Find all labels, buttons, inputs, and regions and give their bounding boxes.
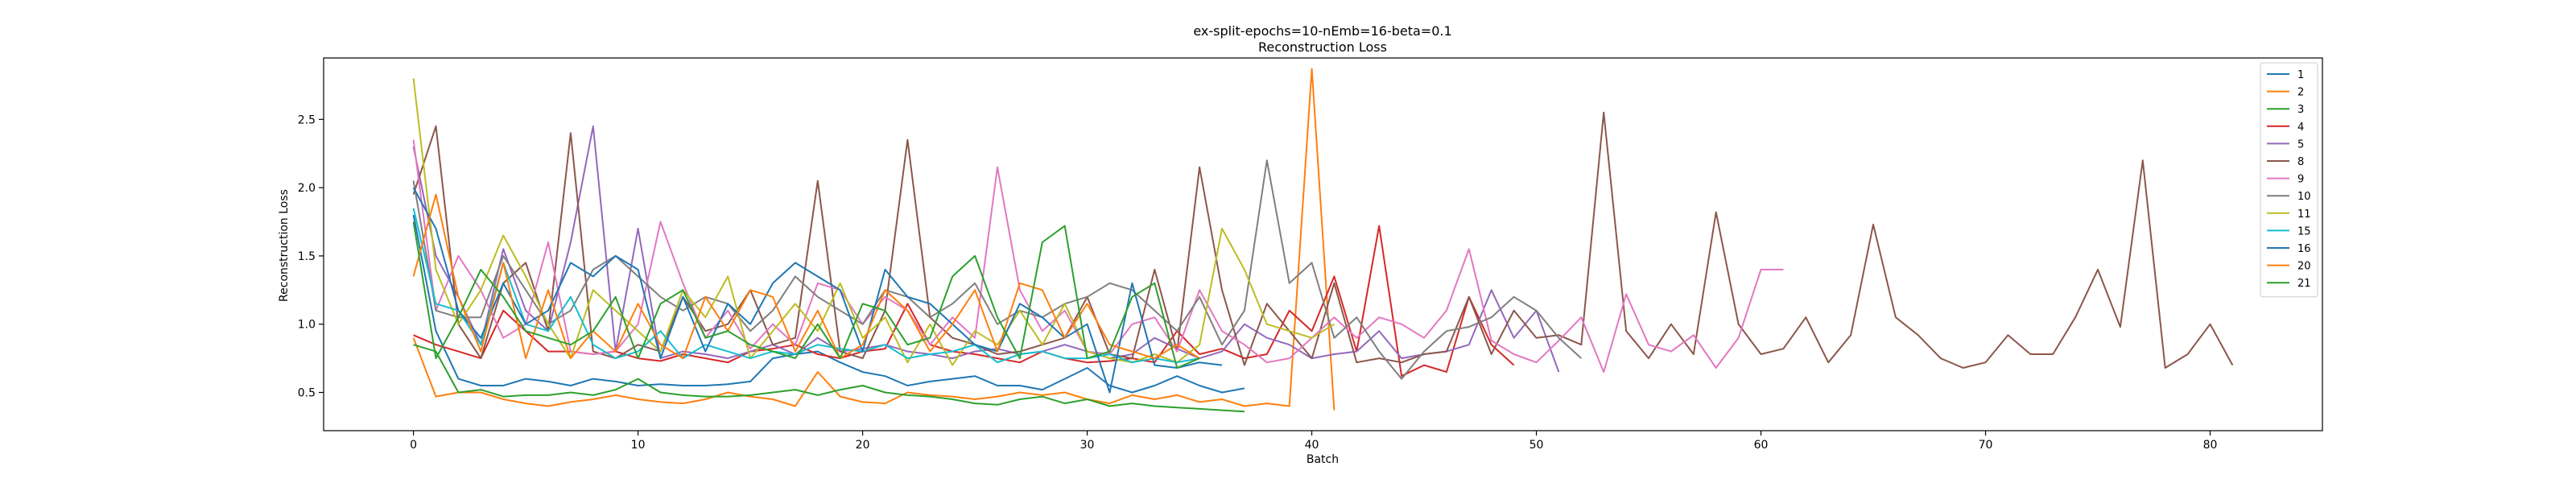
- legend-label-20: 20: [2297, 261, 2311, 273]
- plot-area: [323, 57, 2323, 431]
- series-line-3: [413, 344, 1245, 413]
- y-axis-label: Reconstruction Loss: [278, 189, 291, 302]
- x-tick-label: 30: [1080, 439, 1095, 452]
- y-tick-label: 2.5: [298, 114, 316, 126]
- x-tick-label: 0: [410, 439, 417, 452]
- x-tick-label: 50: [1530, 439, 1544, 452]
- x-tick-label: 70: [1979, 439, 1993, 452]
- legend-label-11: 11: [2297, 208, 2311, 221]
- legend-label-3: 3: [2297, 104, 2304, 116]
- legend: 1 2 3 4 5 8 9 10 11 15 16 20 21: [2260, 62, 2318, 298]
- x-axis: 0 10 20 30 40 50 60 70 80: [410, 431, 2217, 452]
- y-axis: 0.5 1.0 1.5 2.0 2.5: [298, 114, 324, 400]
- legend-box: [2260, 62, 2318, 298]
- series-line-11: [412, 78, 1335, 366]
- x-tick-label: 10: [631, 439, 646, 452]
- legend-label-10: 10: [2297, 191, 2311, 203]
- legend-label-5: 5: [2297, 138, 2304, 151]
- chart-title: ex-split-epochs=10-nEmb=16-beta=0.1: [1193, 23, 1451, 39]
- legend-label-4: 4: [2297, 122, 2304, 134]
- series-line-9: [412, 139, 1784, 374]
- series-line-2: [412, 68, 1335, 411]
- series-line-15: [412, 208, 1200, 364]
- chart-subtitle: Reconstruction Loss: [1258, 39, 1387, 55]
- series-line-16: [412, 187, 1223, 394]
- plot-frame: [323, 57, 2323, 431]
- legend-label-21: 21: [2297, 278, 2311, 290]
- series-line-21: [412, 221, 1200, 369]
- legend-label-16: 16: [2297, 243, 2311, 255]
- y-tick-label: 1.0: [298, 319, 316, 332]
- legend-label-8: 8: [2297, 156, 2304, 168]
- x-tick-label: 40: [1305, 439, 1319, 452]
- series-line-20: [412, 193, 1200, 360]
- legend-label-9: 9: [2297, 174, 2304, 186]
- legend-label-2: 2: [2297, 87, 2304, 99]
- x-tick-label: 20: [856, 439, 870, 452]
- x-tick-label: 80: [2203, 439, 2218, 452]
- x-axis-label: Batch: [1307, 453, 1339, 466]
- y-tick-label: 1.5: [298, 250, 316, 263]
- x-tick-label: 60: [1754, 439, 1769, 452]
- series-line-10: [412, 159, 1582, 380]
- legend-label-1: 1: [2297, 69, 2304, 81]
- y-tick-label: 2.0: [298, 182, 316, 195]
- y-tick-label: 0.5: [298, 387, 316, 400]
- legend-label-15: 15: [2297, 225, 2311, 237]
